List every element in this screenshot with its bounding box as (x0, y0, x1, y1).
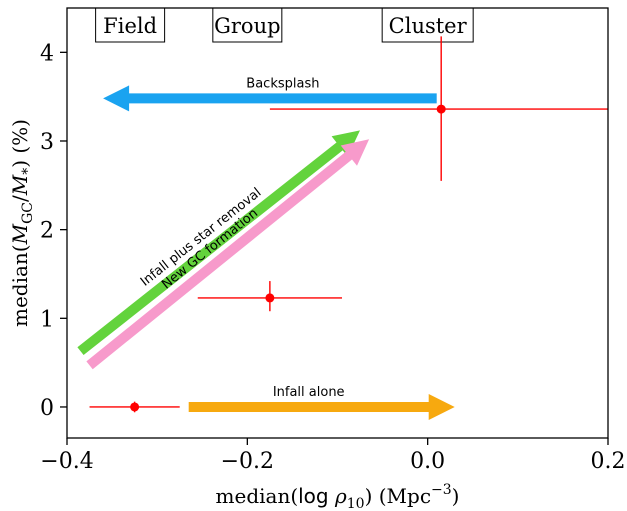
y-axis-title-text: median(MGC/M*) (%) (8, 119, 36, 327)
axis-ticks: −0.4 −0.2 0.0 0.2 0 1 2 3 4 (40, 41, 626, 474)
arrow-shape (188, 394, 455, 420)
x-axis-title: median(log ρ10) (Mpc−3) (216, 482, 460, 511)
point-marker (265, 293, 275, 303)
y-tick-label: 1 (40, 307, 54, 332)
arrow-backsplash: Backsplash (103, 76, 437, 112)
arrow-label: Infall alone (273, 385, 345, 400)
svg-text:Field: Field (103, 14, 157, 38)
y-tick-label: 2 (40, 219, 54, 244)
data-points-layer (89, 36, 608, 413)
arrow-label: Backsplash (246, 76, 319, 91)
arrow-new-gc-formation: New GC formation (86, 139, 370, 370)
svg-text:Cluster: Cluster (389, 14, 468, 38)
svg-text:Group: Group (214, 14, 280, 38)
point-marker (436, 104, 446, 114)
env-label-field: Field (95, 7, 166, 43)
point-marker (130, 402, 140, 412)
y-tick-label: 3 (40, 130, 54, 155)
x-axis-title-text: median(log ρ10) (Mpc−3) (216, 482, 460, 511)
y-tick-label: 4 (40, 41, 54, 66)
env-label-cluster: Cluster (381, 7, 474, 43)
data-point-3 (269, 36, 608, 181)
x-tick-label: 0.0 (410, 449, 445, 474)
x-tick-label: 0.2 (591, 449, 626, 474)
y-axis-title: median(MGC/M*) (%) (8, 119, 36, 327)
arrow-shape (86, 139, 370, 370)
y-tick-label: 0 (40, 396, 54, 421)
env-label-group: Group (212, 7, 283, 43)
x-tick-label: −0.4 (40, 449, 93, 474)
arrow-shape (103, 85, 437, 112)
arrow-infall-alone: Infall alone (188, 385, 455, 420)
plot-frame (66, 7, 609, 439)
x-tick-label: −0.2 (221, 449, 274, 474)
data-point-2 (197, 281, 343, 312)
data-point-1 (89, 401, 180, 413)
arrow-shape (77, 130, 361, 355)
environment-labels: Field Group Cluster (95, 7, 474, 43)
